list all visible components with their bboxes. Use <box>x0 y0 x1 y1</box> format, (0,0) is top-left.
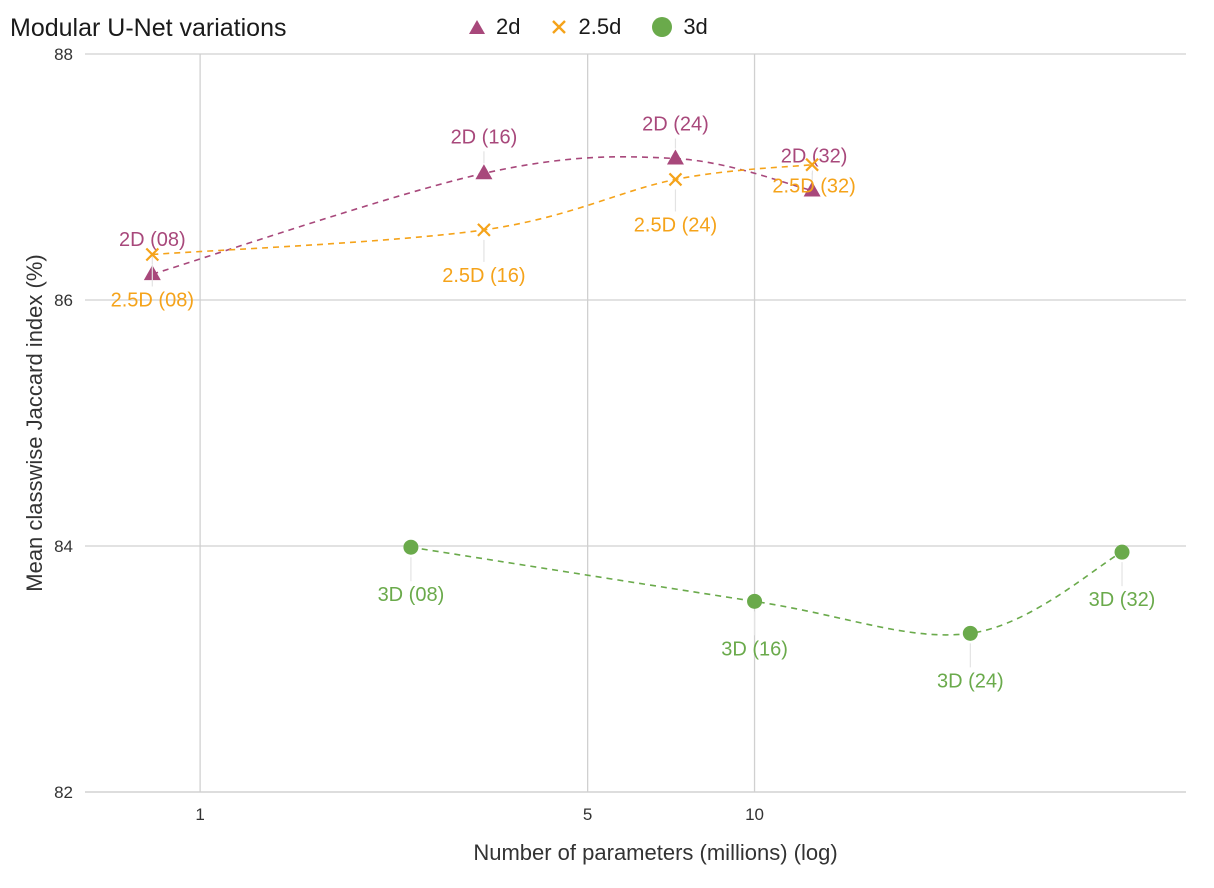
data-point-triangle <box>475 164 493 180</box>
data-point-circle <box>962 625 978 641</box>
x-mark-icon <box>552 20 567 34</box>
triangle-icon <box>469 20 485 34</box>
data-point-x <box>145 247 160 262</box>
series-line-2.5d <box>152 163 813 256</box>
data-label: 2.5D (24) <box>634 214 717 236</box>
data-label: 2D (32) <box>781 146 848 168</box>
x-tick-label: 1 <box>195 805 204 824</box>
y-axis-title: Mean classwise Jaccard index (%) <box>22 254 47 591</box>
data-point-circle <box>747 593 763 609</box>
x-tick-label: 5 <box>583 805 592 824</box>
legend-item-2d: 2d <box>468 14 520 40</box>
data-point-x <box>668 172 683 187</box>
x-axis-title: Number of parameters (millions) (log) <box>473 840 837 865</box>
data-label: 3D (16) <box>721 638 788 660</box>
series-line-3d <box>410 546 1123 636</box>
x-tick-label: 10 <box>745 805 764 824</box>
y-tick-label: 88 <box>54 45 73 64</box>
circle-icon <box>652 17 673 37</box>
legend-item-3d: 3d <box>651 14 708 40</box>
data-label: 2D (08) <box>119 229 186 251</box>
data-point-x <box>477 223 491 237</box>
y-tick-label: 84 <box>54 537 73 556</box>
data-point-circle <box>1114 544 1130 560</box>
chart-title: Modular U-Net variations <box>10 14 287 42</box>
data-label: 2.5D (32) <box>772 176 855 198</box>
data-label: 3D (32) <box>1089 589 1156 611</box>
legend-label-2d: 2d <box>496 14 521 39</box>
data-label: 2.5D (16) <box>442 265 525 287</box>
data-label: 2D (24) <box>642 114 709 136</box>
data-label: 2D (16) <box>451 126 518 148</box>
legend-label-3d: 3d <box>683 14 708 39</box>
y-tick-label: 86 <box>54 291 73 310</box>
data-point-triangle <box>666 149 684 165</box>
data-label: 3D (08) <box>378 584 445 606</box>
data-point-triangle <box>803 181 821 197</box>
data-label: 3D (24) <box>937 670 1004 692</box>
data-point-circle <box>403 539 419 555</box>
data-label: 2.5D (08) <box>111 289 194 311</box>
legend-item-2-5d: 2.5d <box>550 14 621 40</box>
legend-label-2-5d: 2.5d <box>578 14 622 39</box>
y-tick-label: 82 <box>54 783 73 802</box>
data-point-x <box>805 157 819 172</box>
legend: 2d 2.5d 3d <box>468 14 738 40</box>
